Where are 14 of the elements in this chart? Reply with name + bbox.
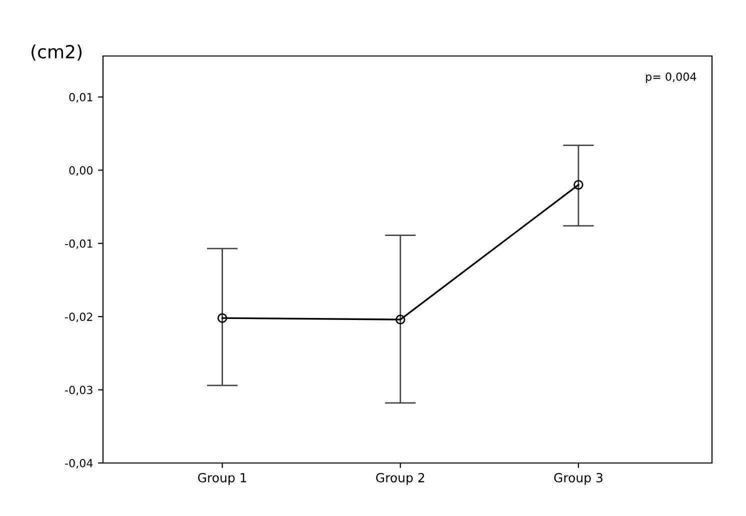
y-tick-label: -0,04 xyxy=(65,458,93,469)
y-tick-label: -0,02 xyxy=(65,312,92,322)
point xyxy=(574,180,584,190)
x-tick-label: Group 2 xyxy=(376,472,424,485)
y-tick-label: 0,00 xyxy=(69,166,93,176)
annotation: p= 0,004 xyxy=(646,72,696,84)
y-axis-title: (cm2) xyxy=(32,44,82,61)
y-tick-label: 0,01 xyxy=(69,92,92,103)
x-tick-label: Group 1 xyxy=(198,472,246,485)
point xyxy=(217,313,228,323)
x-tick-label: Group 3 xyxy=(554,472,602,485)
y-tick-label: -0,03 xyxy=(65,386,92,396)
y-tick-label: -0,01 xyxy=(65,239,92,249)
point xyxy=(396,314,406,324)
